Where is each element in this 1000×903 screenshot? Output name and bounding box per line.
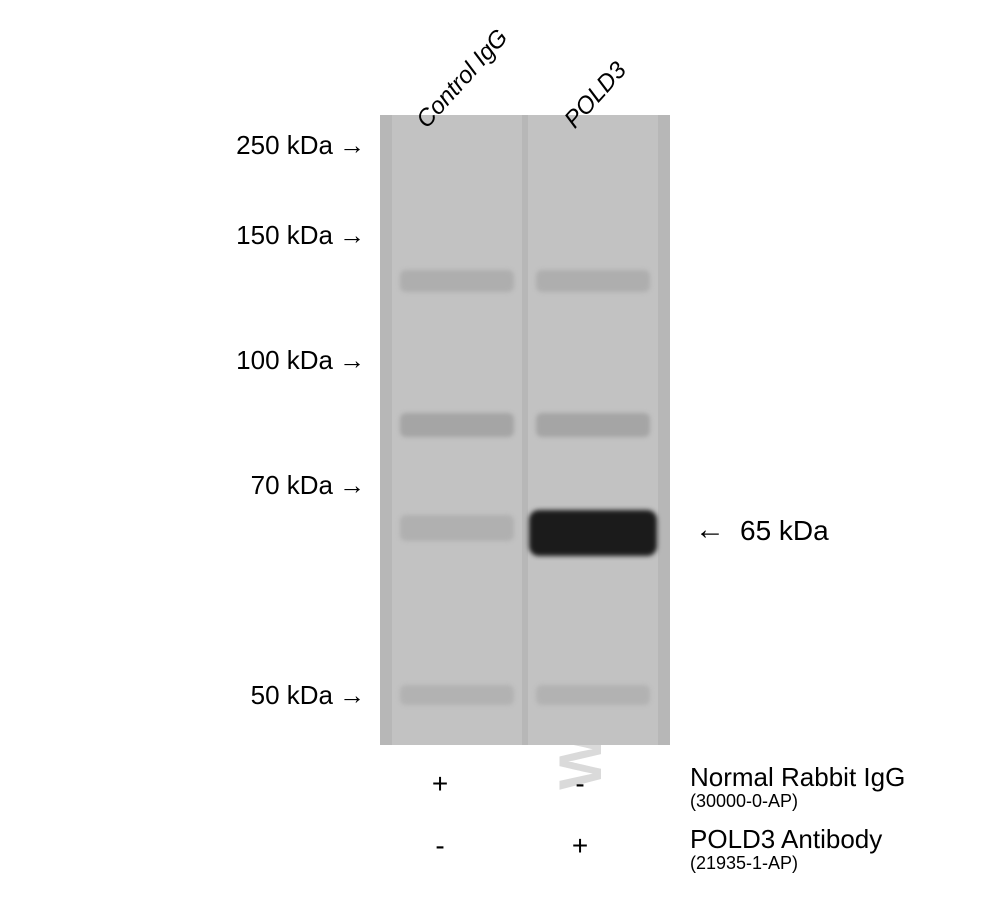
treat-label-text: Normal Rabbit IgG bbox=[690, 762, 905, 792]
faint-band bbox=[400, 413, 514, 437]
marker-70: 70 kDa→ bbox=[175, 470, 365, 501]
faint-band bbox=[536, 413, 650, 437]
marker-50: 50 kDa→ bbox=[175, 680, 365, 711]
treat-label-text: POLD3 Antibody bbox=[690, 824, 882, 854]
marker-text: 100 kDa bbox=[236, 345, 333, 375]
marker-arrow-icon: → bbox=[339, 680, 365, 711]
faint-band bbox=[536, 685, 650, 705]
marker-text: 50 kDa bbox=[251, 680, 333, 710]
faint-band bbox=[400, 515, 514, 541]
gel-panel bbox=[380, 115, 670, 745]
treat-label-sub: (30000-0-AP) bbox=[690, 792, 905, 811]
marker-arrow-icon: → bbox=[339, 130, 365, 161]
target-label: 65 kDa bbox=[740, 515, 829, 547]
marker-text: 250 kDa bbox=[236, 130, 333, 160]
marker-arrow-icon: → bbox=[339, 220, 365, 251]
grid-row1-pold3: - bbox=[560, 768, 600, 800]
marker-arrow-icon: → bbox=[339, 345, 365, 376]
marker-arrow-icon: → bbox=[339, 470, 365, 501]
lane-control bbox=[392, 115, 522, 745]
grid-row1-control: + bbox=[420, 768, 460, 800]
marker-text: 150 kDa bbox=[236, 220, 333, 250]
lane-pold3 bbox=[528, 115, 658, 745]
grid-row2-control: - bbox=[420, 830, 460, 862]
treat-label-sub: (21935-1-AP) bbox=[690, 854, 882, 873]
faint-band bbox=[400, 685, 514, 705]
target-band bbox=[529, 510, 656, 556]
treat-label-igg: Normal Rabbit IgG (30000-0-AP) bbox=[690, 764, 905, 811]
treat-label-pold3ab: POLD3 Antibody (21935-1-AP) bbox=[690, 826, 882, 873]
marker-150: 150 kDa→ bbox=[175, 220, 365, 251]
target-arrow-icon: ← bbox=[695, 513, 725, 547]
marker-250: 250 kDa→ bbox=[175, 130, 365, 161]
grid-row2-pold3: + bbox=[560, 830, 600, 862]
marker-text: 70 kDa bbox=[251, 470, 333, 500]
marker-100: 100 kDa→ bbox=[175, 345, 365, 376]
faint-band bbox=[400, 270, 514, 292]
faint-band bbox=[536, 270, 650, 292]
